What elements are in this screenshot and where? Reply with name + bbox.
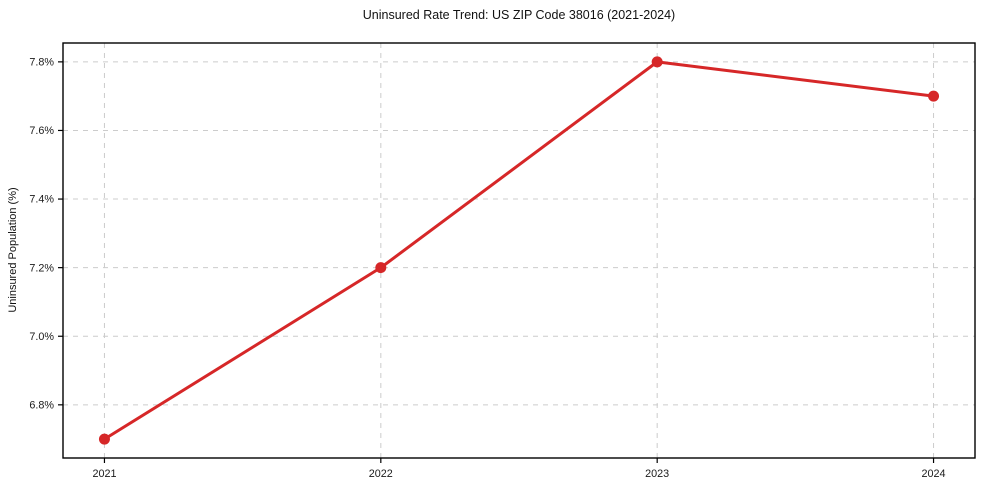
y-tick-label: 7.4%	[29, 194, 54, 206]
x-tick-label: 2024	[922, 468, 946, 480]
data-point	[651, 56, 663, 68]
x-tick-label: 2022	[369, 468, 393, 480]
plot-background	[63, 43, 975, 458]
data-point	[98, 433, 110, 445]
x-tick-label: 2023	[645, 468, 669, 480]
trend-line	[102, 60, 936, 441]
y-tick-label: 7.6%	[29, 125, 54, 137]
y-axis-label: Uninsured Population (%)	[7, 187, 19, 313]
y-tick-label: 7.8%	[29, 57, 54, 69]
x-tick-label: 2021	[92, 468, 116, 480]
plot-border	[62, 42, 976, 459]
data-point	[928, 90, 940, 102]
y-tick-label: 7.0%	[29, 331, 54, 343]
y-tick-label: 7.2%	[29, 262, 54, 274]
data-point	[375, 262, 387, 274]
chart-title: Uninsured Rate Trend: US ZIP Code 38016 …	[362, 8, 676, 22]
y-tick-label: 6.8%	[29, 400, 54, 412]
